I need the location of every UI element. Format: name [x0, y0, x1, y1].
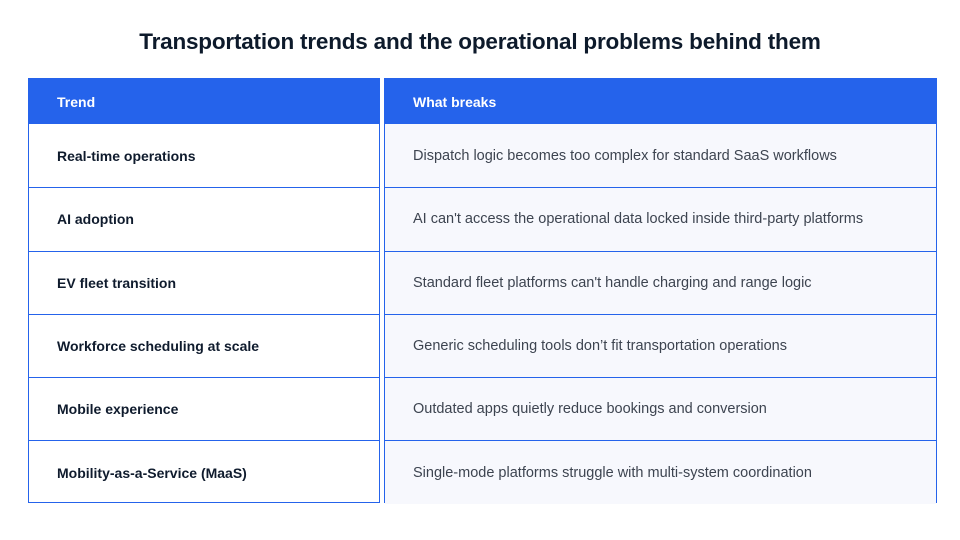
trend-header: Trend [29, 79, 379, 124]
what-breaks-cell-workforce-scheduling: Generic scheduling tools don’t fit trans… [385, 313, 936, 378]
what-breaks-cell-maas: Single-mode platforms struggle with mult… [385, 440, 936, 504]
trend-column: Trend Real-time operations AI adoption E… [28, 78, 380, 503]
what-breaks-cell-ai-adoption: AI can't access the operational data loc… [385, 187, 936, 251]
trend-cell-maas: Mobility-as-a-Service (MaaS) [29, 440, 379, 503]
what-breaks-cell-ev-fleet-transition: Standard fleet platforms can't handle ch… [385, 250, 936, 314]
what-breaks-cell-mobile-experience: Outdated apps quietly reduce bookings an… [385, 377, 936, 441]
page-title: Transportation trends and the operationa… [139, 29, 821, 54]
trend-cell-real-time-operations: Real-time operations [57, 147, 196, 164]
what-breaks-cell-real-time-operations: Dispatch logic becomes too complex for s… [385, 124, 936, 188]
trend-cell-workforce-scheduling: Workforce scheduling at scale [29, 313, 379, 377]
trend-cell-ai-adoption: AI adoption [29, 187, 379, 250]
trend-cell-mobile-experience: Mobile experience [29, 377, 379, 440]
trend-cell-ev-fleet-transition: EV fleet transition [29, 250, 379, 314]
what-breaks-column: What breaks Dispatch logic becomes too c… [384, 78, 937, 504]
what-breaks-header: What breaks [385, 79, 936, 124]
